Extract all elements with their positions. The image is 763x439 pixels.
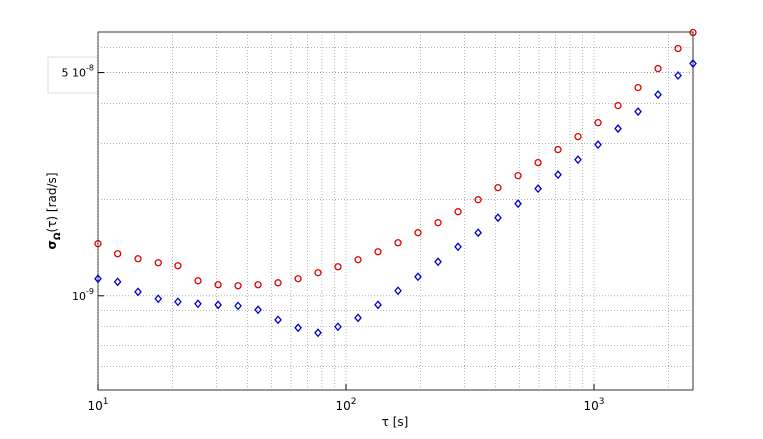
marker (474, 228, 482, 238)
marker (514, 199, 522, 209)
tick-exponent: 1 (103, 397, 109, 407)
marker (574, 132, 582, 141)
y-label-main: σ (45, 240, 59, 249)
marker (194, 277, 202, 285)
marker (94, 240, 102, 248)
marker (314, 328, 322, 338)
marker (194, 299, 202, 309)
y-axis-label: σΩ(τ) [rad/s] (45, 173, 63, 250)
marker (534, 184, 542, 194)
marker (314, 269, 322, 277)
label-box (47, 56, 99, 94)
x-tick-label: 101 (87, 397, 108, 413)
marker (113, 277, 122, 287)
marker (174, 297, 182, 307)
marker (614, 124, 622, 134)
marker (374, 248, 382, 256)
marker (474, 196, 482, 204)
marker (494, 184, 502, 192)
marker (514, 172, 522, 180)
marker (154, 294, 163, 304)
marker (534, 158, 542, 167)
marker (434, 219, 442, 227)
marker (574, 155, 582, 165)
tick-base: 10 (87, 399, 102, 413)
marker (354, 256, 362, 264)
marker (334, 322, 342, 332)
marker (374, 300, 382, 310)
marker (214, 300, 222, 310)
marker (594, 140, 602, 150)
tick-exponent: 2 (351, 397, 357, 407)
marker (174, 262, 182, 270)
y-tick-label: 5 10-8 (62, 64, 94, 80)
marker (214, 281, 222, 289)
marker (654, 64, 662, 73)
marker (689, 28, 697, 37)
marker (674, 71, 682, 81)
marker (394, 286, 402, 296)
marker (154, 259, 162, 267)
tick-base: 10 (584, 399, 599, 413)
tick-exponent: -9 (86, 287, 94, 296)
tick-base: 5 10 (62, 67, 87, 80)
marker (634, 83, 642, 92)
tick-exponent: 3 (599, 397, 605, 407)
marker (554, 145, 562, 154)
marker (689, 59, 697, 69)
marker (254, 281, 262, 289)
marker (94, 274, 102, 284)
marker (594, 119, 602, 127)
tick-base: 10 (72, 290, 86, 303)
x-tick-label: 102 (335, 397, 356, 413)
y-tick-label: 10-9 (72, 287, 94, 303)
y-label-rest: (τ) [rad/s] (45, 173, 59, 233)
tick-exponent: -8 (86, 64, 94, 73)
marker (294, 323, 302, 333)
marker (234, 301, 242, 311)
marker (434, 257, 442, 267)
marker (414, 229, 422, 237)
marker (454, 208, 462, 216)
marker (113, 250, 122, 258)
x-tick-label: 103 (584, 397, 605, 413)
marker (454, 242, 462, 252)
marker (354, 313, 362, 323)
marker (494, 213, 502, 223)
marker (654, 90, 662, 100)
marker (334, 263, 342, 271)
x-axis-label: τ [s] (382, 415, 409, 429)
tick-base: 10 (335, 399, 350, 413)
marker (134, 255, 142, 263)
marker (294, 275, 302, 283)
y-label-sub: Ω (53, 232, 63, 240)
marker (674, 44, 682, 53)
marker (254, 305, 262, 315)
marker (134, 287, 142, 297)
marker (274, 279, 282, 287)
marker (274, 315, 282, 325)
plot-frame (97, 31, 694, 391)
marker (414, 272, 422, 282)
marker (554, 170, 562, 180)
marker (234, 282, 242, 290)
marker (394, 239, 402, 247)
marker (634, 107, 642, 117)
marker (614, 101, 622, 110)
